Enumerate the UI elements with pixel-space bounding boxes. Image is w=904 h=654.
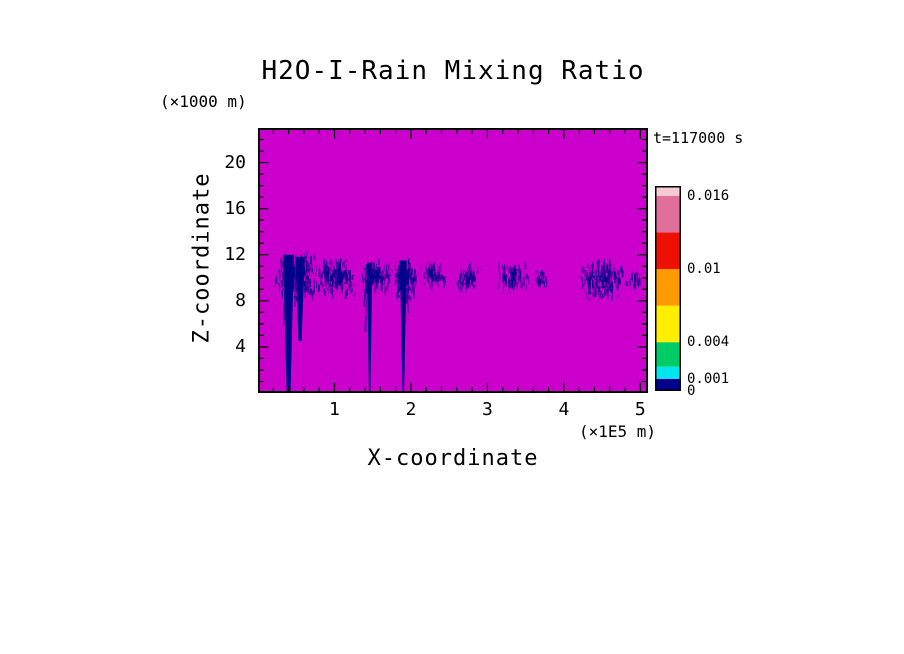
colorbar-svg (655, 186, 681, 391)
colorbar-tick-label: 0.016 (687, 187, 730, 204)
y-axis-unit-label: (×1000 m) (160, 92, 247, 111)
y-tick-label: 4 (235, 335, 246, 357)
x-tick-label: 3 (481, 399, 493, 420)
x-axis-title: X-coordinate (367, 446, 539, 471)
colorbar-tick-label: 0.001 (687, 370, 730, 387)
x-tick-label: 1 (329, 399, 340, 420)
x-tick-label: 5 (634, 399, 646, 420)
colorbar (655, 186, 681, 391)
y-tick-label: 8 (235, 289, 246, 311)
y-tick-label: 12 (224, 243, 246, 265)
colorbar-tick-label: 0.004 (687, 334, 730, 351)
plot-area (258, 128, 648, 393)
chart-title: H2O-I-Rain Mixing Ratio (261, 56, 645, 86)
x-tick-label: 4 (558, 399, 570, 420)
colorbar-tick-label: 0.01 (687, 260, 721, 277)
time-annotation: t=117000 s (653, 129, 744, 147)
y-tick-label: 16 (224, 197, 246, 219)
y-tick-label: 20 (224, 151, 246, 173)
colorbar-tick-label: 0 (687, 383, 696, 399)
heatmap-svg (258, 128, 648, 393)
x-tick-label: 2 (405, 399, 417, 420)
x-axis-unit-label: (×1E5 m) (578, 422, 656, 441)
